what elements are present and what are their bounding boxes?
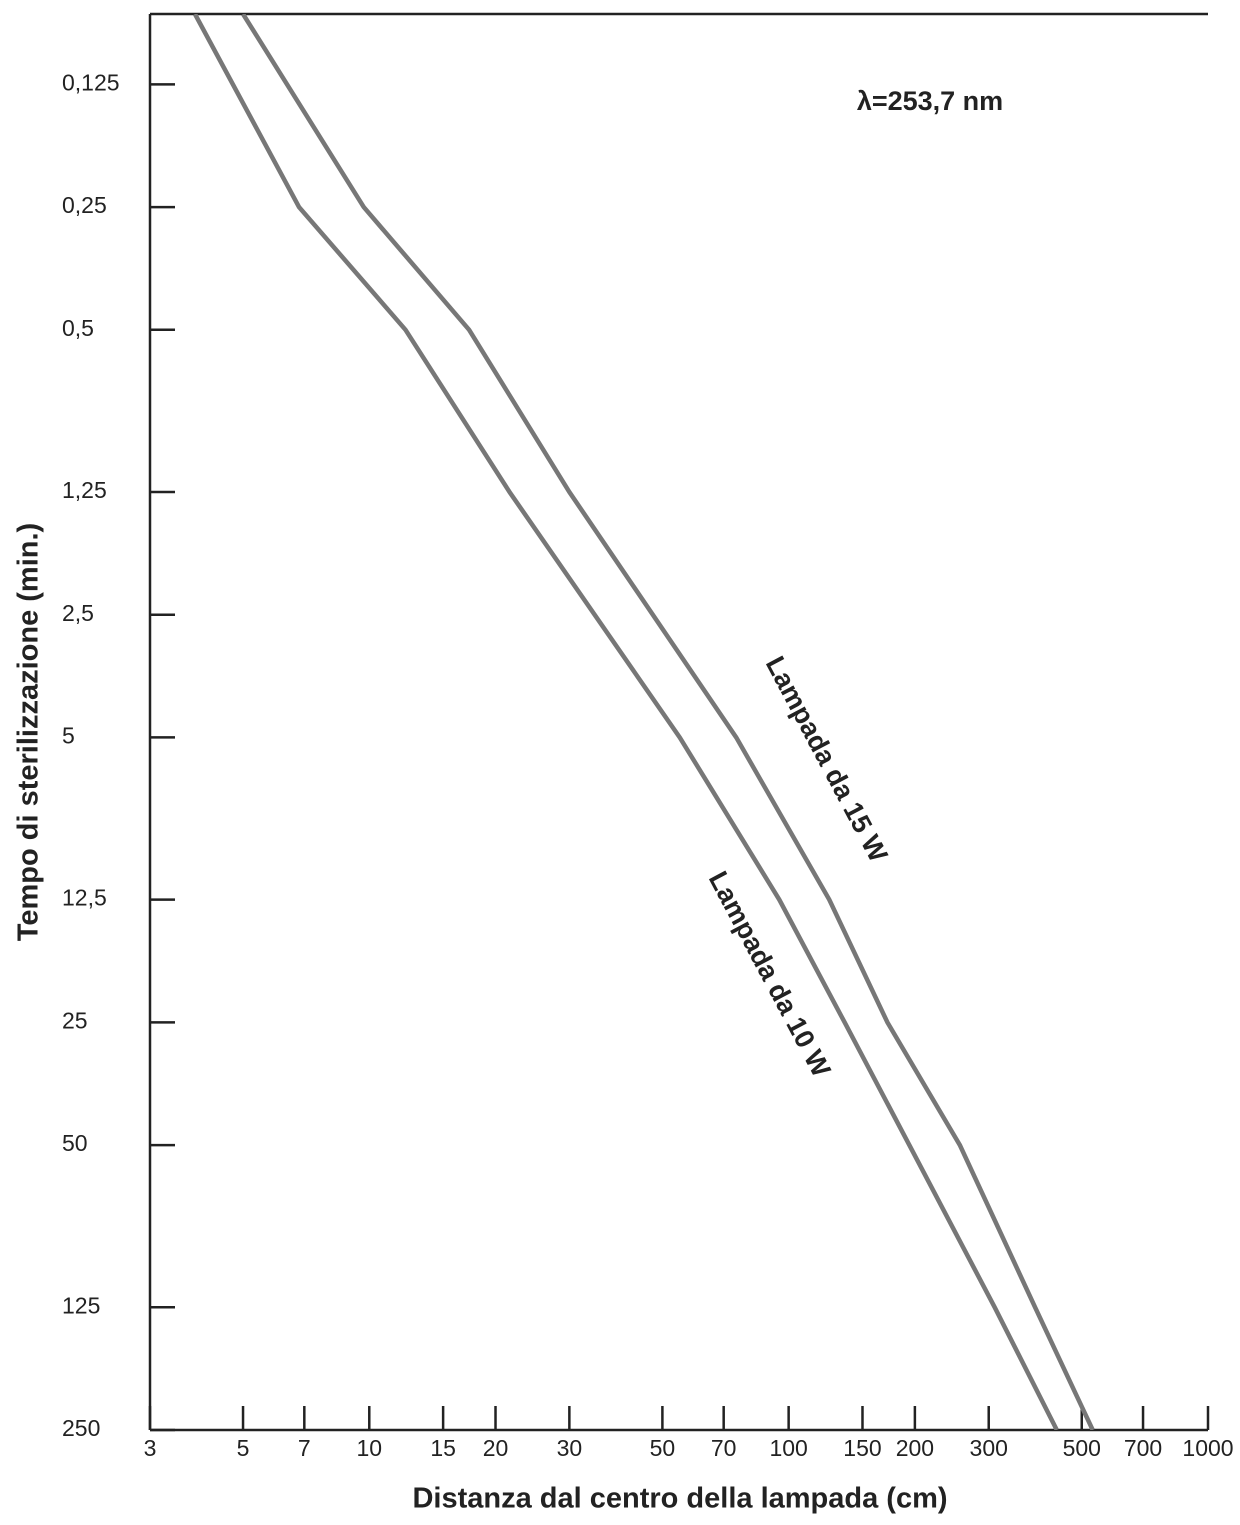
series-line xyxy=(192,14,1059,1430)
x-tick-label: 15 xyxy=(430,1435,456,1461)
x-tick-label: 200 xyxy=(896,1435,934,1461)
y-tick-label: 0,25 xyxy=(62,192,107,218)
x-tick-label: 50 xyxy=(650,1435,676,1461)
x-axis-label: Distanza dal centro della lampada (cm) xyxy=(412,1483,947,1515)
x-tick-label: 30 xyxy=(557,1435,583,1461)
x-tick-label: 300 xyxy=(970,1435,1008,1461)
y-tick-label: 1,25 xyxy=(62,477,107,503)
y-tick-label: 5 xyxy=(62,723,75,749)
x-tick-label: 150 xyxy=(843,1435,881,1461)
x-tick-label: 70 xyxy=(711,1435,737,1461)
y-tick-label: 0,125 xyxy=(62,69,120,95)
y-tick-label: 0,5 xyxy=(62,315,94,341)
x-tick-label: 5 xyxy=(237,1435,250,1461)
series-line xyxy=(241,14,1095,1430)
y-tick-label: 2,5 xyxy=(62,600,94,626)
x-tick-label: 100 xyxy=(769,1435,807,1461)
y-tick-label: 12,5 xyxy=(62,885,107,911)
y-tick-label: 125 xyxy=(62,1292,100,1318)
x-tick-label: 700 xyxy=(1124,1435,1162,1461)
x-tick-label: 10 xyxy=(356,1435,382,1461)
x-tick-label: 7 xyxy=(298,1435,311,1461)
x-tick-label: 3 xyxy=(144,1435,157,1461)
y-tick-label: 250 xyxy=(62,1415,100,1441)
x-tick-label: 500 xyxy=(1063,1435,1101,1461)
x-tick-label: 1000 xyxy=(1182,1435,1233,1461)
y-tick-label: 50 xyxy=(62,1130,88,1156)
x-tick-label: 20 xyxy=(483,1435,509,1461)
y-axis-label: Tempo di sterilizzazione (min.) xyxy=(13,523,45,941)
annotation: λ=253,7 nm xyxy=(857,86,1003,116)
y-tick-label: 25 xyxy=(62,1007,88,1033)
series-label: Lampada da 15 W xyxy=(760,651,894,867)
